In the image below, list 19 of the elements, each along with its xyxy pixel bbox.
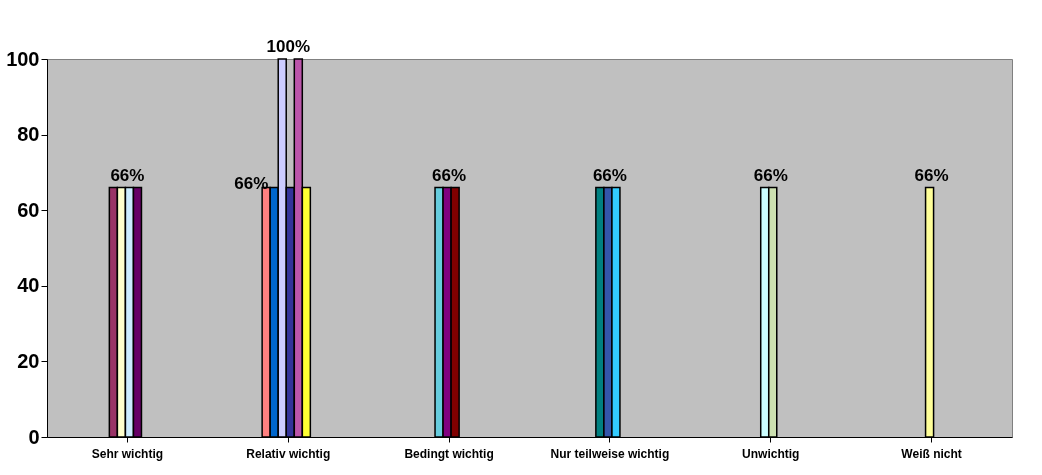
y-tick-label: 0 [28,425,40,448]
annotation: 66% [110,165,145,185]
y-tick-label: 100 [6,47,40,70]
annotation: 66% [234,173,269,193]
y-tick-label: 20 [17,349,40,372]
annotation: 66% [432,165,467,185]
y-tick-label: 80 [17,123,40,146]
annotation: 100% [266,37,310,56]
x-tick-label: Unwichtig [742,446,800,461]
x-tick-label: Relativ wichtig [246,446,331,461]
y-tick-label: 60 [17,198,40,221]
annotation: 66% [914,165,949,185]
x-tick-label: Sehr wichtig [91,446,164,461]
y-tick-label: 40 [17,274,40,297]
annotation: 66% [753,165,788,185]
x-tick-label: Weiß nicht [901,446,962,461]
x-tick-label: Bedingt wichtig [404,446,494,461]
annotation: 66% [592,165,627,185]
x-tick-label: Nur teilweise wichtig [550,446,670,461]
